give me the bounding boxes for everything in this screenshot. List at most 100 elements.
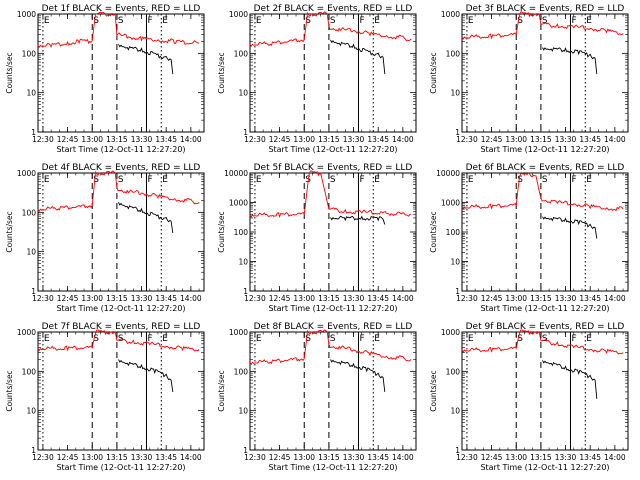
y-tick-label: 1000 <box>17 169 36 178</box>
series-events-line <box>542 360 598 399</box>
x-tick-label: 12:45 <box>269 453 291 462</box>
panel-title: Det 1f BLACK = Events, RED = LLD <box>42 4 201 14</box>
x-tick-label: 12:30 <box>244 135 266 144</box>
x-tick-label: 13:00 <box>81 294 103 303</box>
x-tick-label: 13:00 <box>505 135 527 144</box>
y-tick-label: 100 <box>446 228 461 237</box>
series-events-line <box>330 359 386 392</box>
x-tick-label: 13:30 <box>343 294 365 303</box>
marker-label: E <box>586 16 592 26</box>
x-tick-label: 13:30 <box>131 453 153 462</box>
x-tick-label: 13:15 <box>106 135 128 144</box>
plot-frame <box>37 13 205 133</box>
y-tick-label: 1000 <box>17 328 36 337</box>
series-events-line <box>118 359 174 392</box>
panel-title: Det 2f BLACK = Events, RED = LLD <box>254 4 413 14</box>
x-tick-label: 12:45 <box>481 135 503 144</box>
x-tick-label: 13:45 <box>367 294 389 303</box>
y-tick-label: 1 <box>31 446 36 455</box>
x-tick-label: 12:30 <box>456 135 478 144</box>
y-axis-label: Counts/sec <box>429 52 438 93</box>
x-axis-label: Start Time (12-Oct-11 12:27:20) <box>268 463 397 472</box>
x-tick-label: 13:30 <box>555 135 577 144</box>
y-axis-label: Counts/sec <box>217 211 226 252</box>
marker-label: E <box>162 16 168 26</box>
marker-label: F <box>359 16 364 26</box>
y-tick-label: 1 <box>455 287 460 296</box>
y-tick-label: 10 <box>450 407 460 416</box>
y-tick-label: 10 <box>26 407 36 416</box>
series-lld-line <box>461 172 624 212</box>
y-tick-label: 100 <box>446 49 461 58</box>
y-tick-label: 10 <box>26 89 36 98</box>
x-tick-label: 13:00 <box>293 294 315 303</box>
marker-label: S <box>118 175 124 185</box>
marker-label: S <box>93 175 99 185</box>
marker-label: S <box>93 16 99 26</box>
plot-frame <box>249 172 417 292</box>
marker-label: S <box>542 334 548 344</box>
panel-title: Det 6f BLACK = Events, RED = LLD <box>466 163 625 173</box>
y-tick-label: 10 <box>450 89 460 98</box>
y-tick-label: 100 <box>234 49 249 58</box>
x-axis-label: Start Time (12-Oct-11 12:27:20) <box>480 145 609 154</box>
y-axis-label: Counts/sec <box>5 370 14 411</box>
plot-frame <box>37 172 205 292</box>
x-tick-label: 14:00 <box>392 135 414 144</box>
plot-frame <box>461 331 629 451</box>
y-tick-label: 10 <box>450 258 460 267</box>
marker-label: E <box>44 175 50 185</box>
plot-frame <box>249 13 417 133</box>
series-events-line <box>542 216 598 239</box>
marker-label: S <box>330 175 336 185</box>
x-tick-label: 13:45 <box>579 294 601 303</box>
y-tick-label: 1 <box>243 287 248 296</box>
panel-det-5: Det 5f BLACK = Events, RED = LLD 1 10 100 10… <box>217 163 417 313</box>
y-tick-label: 1000 <box>441 328 460 337</box>
y-axis-label: Counts/sec <box>5 211 14 252</box>
x-tick-label: 14:00 <box>180 135 202 144</box>
panel-title: Det 4f BLACK = Events, RED = LLD <box>42 163 201 173</box>
x-tick-label: 13:45 <box>579 453 601 462</box>
x-tick-label: 13:30 <box>131 294 153 303</box>
y-tick-label: 1 <box>455 128 460 137</box>
y-tick-label: 10000 <box>224 169 248 178</box>
x-axis-label: Start Time (12-Oct-11 12:27:20) <box>480 463 609 472</box>
panel-det-6: Det 6f BLACK = Events, RED = LLD 1 10 100 10… <box>429 163 629 313</box>
marker-label: S <box>517 175 523 185</box>
series-lld-line <box>461 11 624 40</box>
x-tick-label: 13:30 <box>343 453 365 462</box>
plot-frame <box>461 13 629 133</box>
x-tick-label: 13:15 <box>106 453 128 462</box>
x-tick-label: 14:00 <box>180 294 202 303</box>
y-tick-label: 1000 <box>229 328 248 337</box>
x-axis-label: Start Time (12-Oct-11 12:27:20) <box>56 463 185 472</box>
x-tick-label: 12:45 <box>481 294 503 303</box>
y-tick-label: 10 <box>238 407 248 416</box>
x-tick-label: 13:30 <box>131 135 153 144</box>
marker-label: E <box>468 16 474 26</box>
panel-title: Det 7f BLACK = Events, RED = LLD <box>42 322 201 332</box>
y-tick-label: 1 <box>455 446 460 455</box>
marker-label: F <box>147 175 152 185</box>
marker-label: E <box>586 334 592 344</box>
marker-label: F <box>571 16 576 26</box>
x-tick-label: 13:30 <box>343 135 365 144</box>
marker-label: E <box>374 175 380 185</box>
marker-label: F <box>359 175 364 185</box>
x-tick-label: 14:00 <box>604 135 626 144</box>
marker-label: F <box>571 175 576 185</box>
panel-det-8: Det 8f BLACK = Events, RED = LLD 1 10 100 10… <box>217 322 417 472</box>
x-tick-label: 13:15 <box>318 294 340 303</box>
x-tick-label: 13:30 <box>555 453 577 462</box>
y-axis-label: Counts/sec <box>217 370 226 411</box>
x-tick-label: 13:15 <box>530 135 552 144</box>
y-tick-label: 10 <box>26 248 36 257</box>
marker-label: E <box>256 334 262 344</box>
y-tick-label: 1000 <box>441 10 460 19</box>
panel-det-9: Det 9f BLACK = Events, RED = LLD 1 10 100 10… <box>429 322 629 472</box>
x-tick-label: 13:15 <box>318 135 340 144</box>
y-tick-label: 100 <box>234 367 249 376</box>
x-axis-label: Start Time (12-Oct-11 12:27:20) <box>268 304 397 313</box>
x-tick-label: 13:00 <box>505 294 527 303</box>
